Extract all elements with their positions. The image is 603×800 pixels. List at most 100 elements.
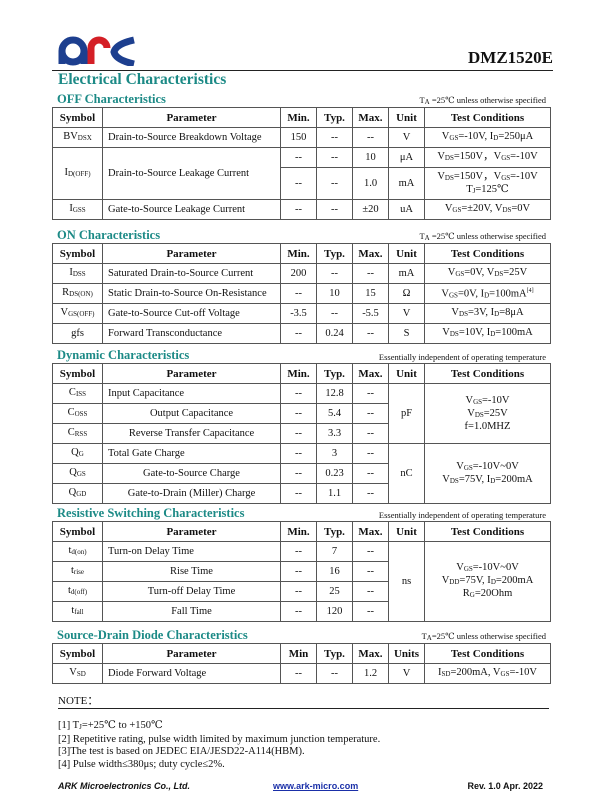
table-cell: -- xyxy=(280,199,317,220)
subscript: D xyxy=(490,578,496,586)
subscript: D xyxy=(490,330,496,338)
text: -- xyxy=(295,387,302,399)
characteristics-table: Symbol Parameter Min Typ. Max. Units Test Cond… xyxy=(52,643,551,684)
column-header: Typ. xyxy=(316,521,353,542)
footer-revision: Rev. 1.0 Apr. 2022 xyxy=(467,781,543,791)
text: -- xyxy=(331,667,338,679)
subscript: d(off) xyxy=(70,588,88,596)
table-cell: -- xyxy=(352,581,389,602)
table-cell: -- xyxy=(316,147,353,168)
text: 200 xyxy=(290,267,307,279)
text: =-10V xyxy=(509,667,537,678)
table-cell: pF xyxy=(388,383,425,444)
table-cell: -- xyxy=(280,443,317,464)
subscript: J xyxy=(472,186,476,195)
table-cell: Forward Transconductance xyxy=(102,323,281,344)
table-cell: Gate-to-Source Cut-off Voltage xyxy=(102,303,281,324)
table-cell: Turn-off Delay Time xyxy=(102,581,281,602)
text: Drain-to-Source Leakage Current xyxy=(108,167,250,179)
text: -- xyxy=(295,177,302,189)
table-cell: RDS(ON) xyxy=(52,283,103,304)
table-row: QG Total Gate Charge -- 3 -- nC VGS=-10V~0V VD… xyxy=(52,443,551,504)
table-cell: VDS=150V，VGS=-10V xyxy=(424,147,551,168)
section-header: Dynamic Characteristics Essentially indep… xyxy=(52,348,550,363)
subscript: d(on) xyxy=(71,548,87,556)
subscript: DS xyxy=(449,330,459,338)
table-row: VSD Diode Forward Voltage -- -- 1.2 V ISD=200m… xyxy=(52,663,551,684)
text: 10 xyxy=(329,287,340,299)
subscript: DS xyxy=(444,173,454,182)
table-cell: CISS xyxy=(52,383,103,404)
table-cell: mA xyxy=(388,263,425,284)
text: -- xyxy=(295,565,302,577)
text: =±20V, V xyxy=(461,203,503,214)
text: I xyxy=(438,667,442,678)
subscript: GS xyxy=(76,470,86,478)
text: Drain-to-Source Breakdown Voltage xyxy=(108,131,262,143)
subscript: GS xyxy=(501,154,511,162)
text: -- xyxy=(367,487,374,499)
table-cell: V xyxy=(388,127,425,148)
text: BV xyxy=(63,131,78,142)
text: -- xyxy=(295,667,302,679)
table-cell: 12.8 xyxy=(316,383,353,404)
text: V xyxy=(437,151,445,162)
table-cell: -- xyxy=(352,463,389,484)
table-cell: 150 xyxy=(280,127,317,148)
subscript: DSX xyxy=(77,134,92,142)
text: C xyxy=(68,387,76,398)
note-item: [3]The test is based on JEDEC EIA/JESD22… xyxy=(58,746,380,759)
table-cell: 10 xyxy=(316,283,353,304)
text: R xyxy=(62,287,70,298)
table-cell: ns xyxy=(388,541,425,622)
subscript: J xyxy=(79,723,82,731)
table-cell: VDS=3V, ID=8μA xyxy=(424,303,551,324)
table-cell: QGD xyxy=(52,483,103,504)
subscript: GS xyxy=(449,291,458,300)
section-title: Source-Drain Diode Characteristics xyxy=(57,628,248,642)
column-header: Parameter xyxy=(102,521,281,542)
text: =8μA xyxy=(499,307,524,318)
table-cell: IGSS xyxy=(52,199,103,220)
table-cell: Drain-to-Source Leakage Current xyxy=(102,147,281,200)
text: -- xyxy=(295,407,302,419)
off-characteristics-section: OFF Characteristics TA =25℃ unless otherw… xyxy=(52,92,551,220)
text: =25℃ unless otherwise specified xyxy=(431,631,546,641)
text: -- xyxy=(331,151,338,163)
column-header: Min xyxy=(280,643,317,664)
table-cell: VGS=-10V~0V VDS=75V, ID=200mA xyxy=(424,443,551,504)
text: -- xyxy=(295,487,302,499)
table-cell: -- xyxy=(316,303,353,324)
table-cell: Fall Time xyxy=(102,601,281,622)
table-cell: 3 xyxy=(316,443,353,464)
table-cell: IDSS xyxy=(52,263,103,284)
text: ±20 xyxy=(362,203,379,215)
table-cell: QGS xyxy=(52,463,103,484)
table-cell: COSS xyxy=(52,403,103,424)
text: =-10V~0V V xyxy=(441,562,519,586)
text: V xyxy=(456,562,464,573)
column-header: Test Conditions xyxy=(424,521,551,542)
text: =10V, I xyxy=(458,327,491,338)
subscript: DS xyxy=(444,154,454,162)
text: V xyxy=(456,460,464,472)
text: Reverse Transfer Capacitance xyxy=(128,427,255,439)
table-row: trise Rise Time -- 16 -- xyxy=(52,561,551,582)
text: =250μA xyxy=(498,131,534,142)
column-header: Parameter xyxy=(102,107,281,128)
table-cell: Gate-to-Source Leakage Current xyxy=(102,199,281,220)
table-row: gfs Forward Transconductance -- 0.24 -- S VDS=… xyxy=(52,323,551,344)
section-header: Resistive Switching Characteristics Essen… xyxy=(52,506,550,521)
section-header: Source-Drain Diode Characteristics TA=25℃… xyxy=(52,628,550,643)
text: t xyxy=(70,565,74,576)
subscript: GSS xyxy=(72,206,86,214)
text: T xyxy=(419,95,425,105)
text: 10 xyxy=(365,151,376,163)
text: =0V, V xyxy=(464,267,495,278)
subscript: DSS xyxy=(72,270,86,278)
table-cell: QG xyxy=(52,443,103,464)
table-cell: -- xyxy=(316,167,353,200)
table-cell: -- xyxy=(280,463,317,484)
table-cell: -- xyxy=(352,541,389,562)
footer-website-link[interactable]: www.ark-micro.com xyxy=(273,781,359,791)
